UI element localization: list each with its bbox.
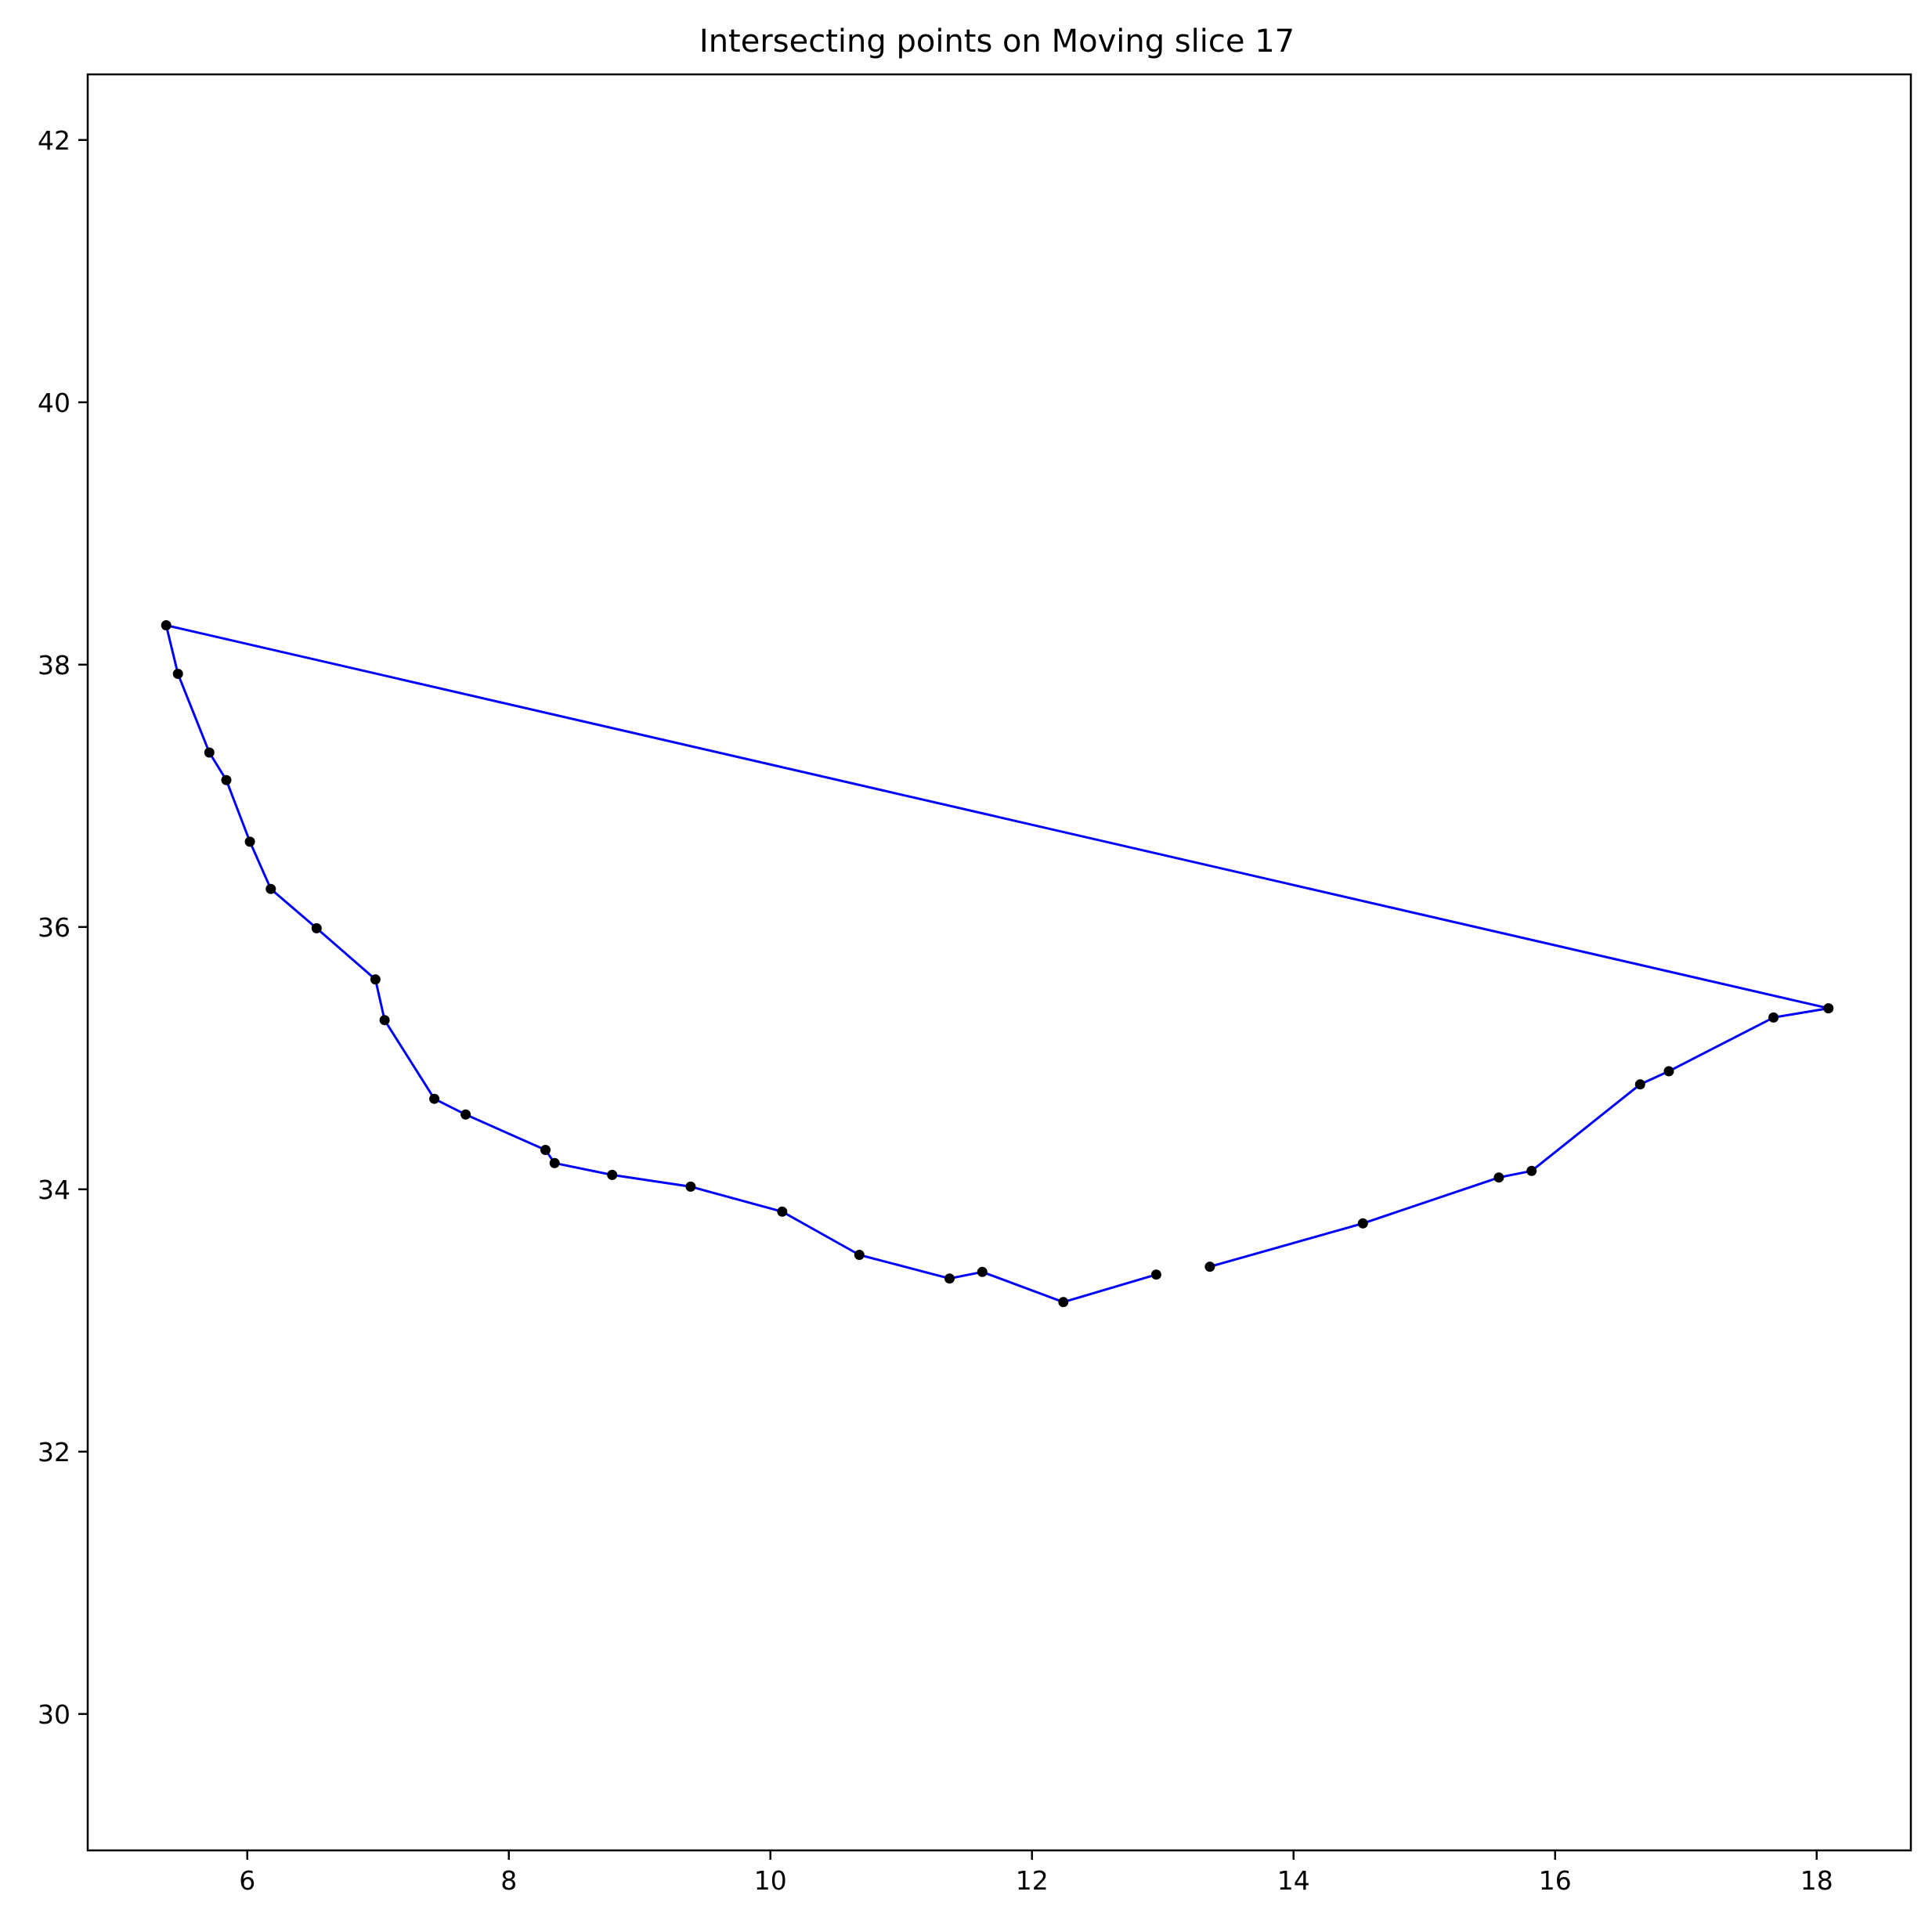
data-point xyxy=(311,922,322,933)
data-point xyxy=(777,1206,788,1217)
data-point xyxy=(265,883,276,894)
y-tick-label: 30 xyxy=(38,1699,70,1730)
data-point xyxy=(1204,1262,1215,1272)
data-point xyxy=(1663,1066,1674,1077)
chart-title: Intersecting points on Moving slice 17 xyxy=(699,23,1295,60)
data-point xyxy=(607,1169,618,1180)
data-point xyxy=(685,1181,696,1192)
data-point xyxy=(1058,1297,1069,1308)
x-tick-label: 14 xyxy=(1277,1865,1310,1896)
data-point xyxy=(1823,1003,1834,1014)
data-point xyxy=(204,747,215,758)
x-tick-label: 8 xyxy=(500,1865,517,1896)
data-point xyxy=(854,1250,865,1260)
data-point xyxy=(1768,1012,1779,1023)
y-tick-label: 32 xyxy=(38,1437,70,1467)
data-point xyxy=(540,1145,551,1155)
x-tick-label: 18 xyxy=(1800,1865,1833,1896)
y-tick-label: 38 xyxy=(38,650,70,680)
y-tick-label: 36 xyxy=(38,912,70,943)
data-point xyxy=(549,1157,560,1168)
data-point xyxy=(244,836,255,847)
plot-area xyxy=(161,620,1834,1308)
y-tick-label: 42 xyxy=(38,125,70,156)
data-point xyxy=(161,620,172,630)
data-point xyxy=(172,669,183,679)
data-point xyxy=(429,1093,440,1104)
data-point xyxy=(1357,1218,1368,1229)
data-point xyxy=(1493,1172,1504,1183)
data-point xyxy=(370,974,381,985)
data-point xyxy=(460,1109,471,1120)
x-tick-label: 16 xyxy=(1539,1865,1572,1896)
data-point xyxy=(1526,1165,1537,1176)
data-point xyxy=(1150,1269,1161,1280)
data-point xyxy=(944,1273,955,1284)
plot-frame xyxy=(86,73,1912,1852)
data-point xyxy=(1634,1079,1645,1090)
x-tick-label: 10 xyxy=(754,1865,787,1896)
x-tick-label: 6 xyxy=(239,1865,255,1896)
x-tick-label: 12 xyxy=(1016,1865,1049,1896)
axes: 6 8 10 12 14 16 18 30 32 34 36 38 40 42 xyxy=(38,73,1912,1896)
data-point xyxy=(379,1015,390,1026)
data-point xyxy=(977,1266,988,1277)
y-tick-label: 34 xyxy=(38,1175,70,1205)
y-tick-label: 40 xyxy=(38,388,70,418)
data-point xyxy=(221,774,232,785)
